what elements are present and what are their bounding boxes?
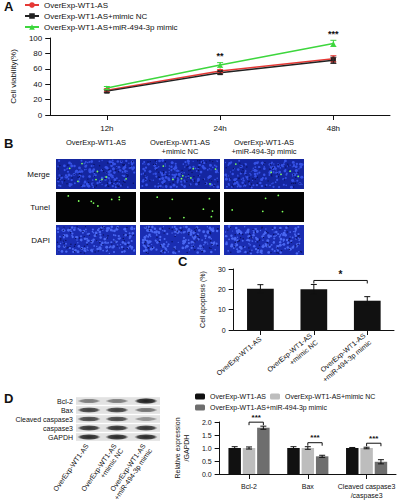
svg-text:Bcl-2: Bcl-2: [241, 483, 257, 490]
svg-text:OverExp-WT1-AS: OverExp-WT1-AS: [44, 1, 108, 10]
svg-text:12h: 12h: [100, 124, 113, 133]
svg-text:2.0: 2.0: [202, 419, 212, 426]
svg-text:*: *: [339, 269, 343, 280]
svg-text:Merge: Merge: [27, 170, 50, 179]
svg-text:10: 10: [218, 306, 226, 313]
svg-text:OverExp-WT1-AS+mimic NC: OverExp-WT1-AS+mimic NC: [44, 12, 148, 21]
svg-text:Relative expression: Relative expression: [174, 417, 182, 478]
svg-text:DAPI: DAPI: [31, 236, 50, 245]
svg-text:40: 40: [33, 80, 42, 89]
svg-text:1.0: 1.0: [202, 445, 212, 452]
svg-text:caspase3: caspase3: [43, 425, 73, 433]
svg-text:60: 60: [33, 64, 42, 73]
svg-text:Bax: Bax: [302, 483, 315, 490]
svg-text:OverExp-WT1-AS: OverExp-WT1-AS: [66, 138, 126, 147]
svg-text:1.5: 1.5: [202, 432, 212, 439]
svg-text:0.0: 0.0: [202, 471, 212, 478]
svg-text:OverExp-WT1-AS: OverExp-WT1-AS: [215, 335, 263, 377]
svg-text:48h: 48h: [327, 124, 340, 133]
svg-text:OverExp-WT1-AS+miR-494-3p mimi: OverExp-WT1-AS+miR-494-3p mimic: [106, 442, 154, 500]
svg-text:***: ***: [369, 434, 379, 443]
svg-text:***: ***: [252, 413, 262, 422]
svg-text:Tunel: Tunel: [30, 203, 50, 212]
svg-text:30: 30: [218, 266, 226, 273]
svg-text:+mimic NC: +mimic NC: [288, 339, 319, 366]
svg-text:+miR-494-3p mimic: +miR-494-3p mimic: [321, 338, 373, 384]
svg-text:0: 0: [222, 327, 226, 334]
svg-text:Cleaved caspase3: Cleaved caspase3: [15, 416, 73, 424]
svg-text:OverExp-WT1-AS+mimic NC: OverExp-WT1-AS+mimic NC: [285, 393, 375, 401]
svg-text:OverExp-WT1-AS+miR-494-3p mimi: OverExp-WT1-AS+miR-494-3p mimic: [210, 404, 327, 412]
svg-text:Cell viability(%): Cell viability(%): [9, 49, 18, 104]
svg-text:0: 0: [38, 111, 43, 120]
svg-text:80: 80: [33, 49, 42, 58]
svg-text:OverExp-WT1-AS: OverExp-WT1-AS: [150, 138, 210, 147]
svg-text:GAPDH: GAPDH: [48, 434, 73, 441]
svg-text:OverExp-WT1-AS: OverExp-WT1-AS: [234, 138, 294, 147]
svg-text:+miR-494-3p mimic: +miR-494-3p mimic: [231, 147, 296, 156]
svg-text:20: 20: [218, 286, 226, 293]
svg-text:Cell apoptosis (%): Cell apoptosis (%): [199, 271, 207, 328]
svg-text:24h: 24h: [213, 124, 226, 133]
svg-text:+mimic NC: +mimic NC: [162, 147, 199, 156]
svg-text:Bax: Bax: [61, 407, 74, 414]
svg-text:/caspase3: /caspase3: [351, 492, 383, 500]
svg-text:0.5: 0.5: [202, 458, 212, 465]
svg-text:/GAPDH: /GAPDH: [183, 435, 190, 462]
svg-text:***: ***: [310, 433, 320, 442]
svg-text:Cleaved caspase3: Cleaved caspase3: [338, 483, 396, 491]
svg-text:20: 20: [33, 95, 42, 104]
svg-text:***: ***: [328, 29, 339, 39]
svg-text:OverExp-WT1-AS: OverExp-WT1-AS: [210, 393, 266, 401]
svg-text:**: **: [217, 51, 225, 61]
svg-text:Bcl-2: Bcl-2: [57, 398, 73, 405]
svg-text:100: 100: [29, 34, 43, 43]
svg-text:OverExp-WT1-AS+miR-494-3p mimi: OverExp-WT1-AS+miR-494-3p mimic: [44, 23, 178, 32]
